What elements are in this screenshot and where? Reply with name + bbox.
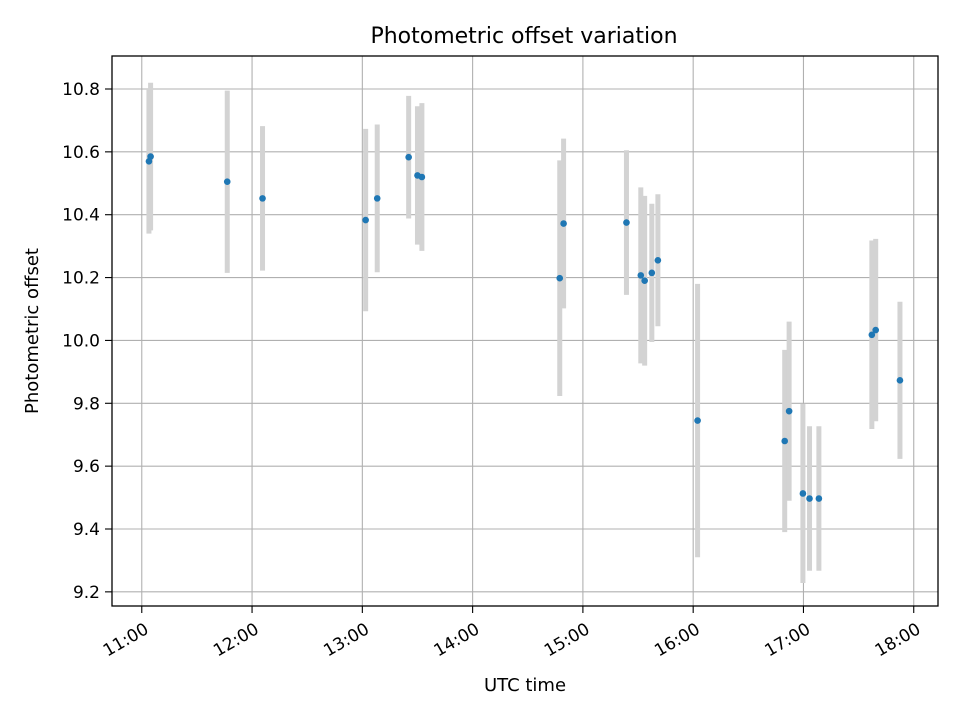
y-tick-label: 9.8 xyxy=(73,394,100,414)
data-point xyxy=(781,437,789,445)
y-tick-label: 10.4 xyxy=(62,206,100,226)
data-points xyxy=(145,153,904,502)
data-point xyxy=(648,269,656,277)
y-tick-label: 9.4 xyxy=(73,520,100,540)
data-point xyxy=(868,331,876,339)
y-tick-label: 10.6 xyxy=(62,143,100,163)
grid xyxy=(112,56,938,606)
y-tick-label: 10.8 xyxy=(62,80,100,100)
chart-title: Photometric offset variation xyxy=(370,24,677,49)
x-axis-label: UTC time xyxy=(484,675,566,696)
plot-area-frame xyxy=(111,55,939,607)
data-point xyxy=(872,326,879,334)
data-point xyxy=(560,220,567,227)
data-point xyxy=(405,153,412,161)
data-point xyxy=(896,377,904,384)
data-point xyxy=(815,495,823,502)
data-point xyxy=(418,173,426,181)
data-point xyxy=(147,153,154,160)
data-point xyxy=(799,490,807,497)
y-tick-label: 10.2 xyxy=(62,269,100,289)
data-point xyxy=(641,277,648,285)
data-point xyxy=(259,195,266,202)
y-axis-label: Photometric offset xyxy=(22,248,43,414)
data-point xyxy=(785,407,793,415)
y-tick-label: 9.6 xyxy=(73,457,100,477)
data-point xyxy=(654,256,662,264)
data-point xyxy=(373,195,381,202)
data-point xyxy=(694,417,701,424)
y-tick-label: 10.0 xyxy=(62,331,100,351)
data-point xyxy=(806,495,813,502)
y-tick-label: 9.2 xyxy=(73,583,100,603)
data-point xyxy=(362,216,369,224)
data-point xyxy=(556,274,564,282)
data-point xyxy=(637,272,645,279)
data-point xyxy=(223,178,231,186)
data-point xyxy=(623,219,630,226)
